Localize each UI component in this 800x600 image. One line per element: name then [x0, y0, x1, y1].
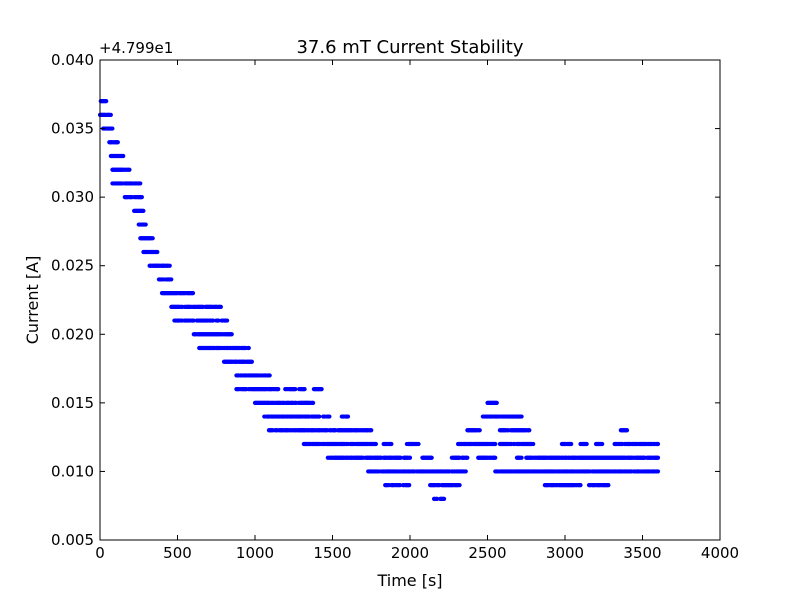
data-point [569, 441, 574, 447]
data-point [442, 496, 447, 501]
data-point [311, 400, 316, 405]
chart-title: 37.6 mT Current Stability [296, 37, 523, 58]
data-point [397, 483, 403, 488]
data-point [369, 428, 374, 433]
data-point [389, 441, 394, 447]
data-point [190, 291, 196, 296]
data-point [216, 318, 221, 323]
data-point [463, 469, 468, 474]
data-point [519, 414, 524, 419]
y-tick-label: 0.025 [51, 257, 94, 275]
y-axis-offset-text: +4.799e1 [99, 39, 173, 57]
data-point [110, 126, 115, 131]
data-point [138, 181, 143, 186]
data-point [121, 153, 126, 159]
data-point [108, 112, 113, 117]
y-tick-label: 0.030 [51, 188, 94, 206]
data-point [150, 236, 155, 241]
data-point [218, 304, 223, 309]
data-point [477, 428, 482, 433]
ticks: 0 500 1000 1500 2000 2500 3000 3500 4000 0.005 0.0… [51, 51, 739, 562]
data-point [229, 332, 234, 337]
data-point [493, 455, 498, 460]
x-tick-label: 4000 [701, 544, 739, 562]
x-tick-label: 2500 [468, 544, 506, 562]
data-point [584, 441, 589, 447]
data-point [624, 428, 630, 433]
x-tick-label: 3000 [546, 544, 584, 562]
data-point [600, 441, 605, 447]
data-point [293, 387, 298, 392]
data-point [429, 455, 434, 460]
x-axis-label: Time [s] [376, 571, 442, 590]
data-point [104, 99, 109, 104]
data-point [493, 441, 498, 447]
data-point [655, 455, 661, 460]
data-point [327, 414, 332, 419]
data-point [302, 387, 307, 392]
data-point [407, 483, 412, 488]
y-tick-label: 0.015 [51, 394, 94, 412]
data-point [655, 441, 661, 447]
data-point [519, 455, 524, 460]
data-point [578, 483, 583, 488]
data-point [249, 359, 254, 364]
data-point [435, 496, 440, 501]
data-point [225, 318, 230, 323]
data-point [155, 249, 160, 255]
y-axis-label: Current [A] [23, 256, 42, 345]
plot-area [97, 99, 661, 501]
data-point [115, 140, 120, 145]
data-point [141, 208, 146, 213]
data-point [345, 414, 351, 419]
data-point [319, 387, 324, 392]
x-tick-label: 1000 [236, 544, 274, 562]
data-point [373, 441, 378, 447]
data-point [317, 414, 322, 419]
y-tick-label: 0.040 [51, 51, 94, 69]
data-point [527, 428, 532, 433]
x-tick-label: 3500 [623, 544, 661, 562]
data-point [465, 455, 470, 460]
y-tick-label: 0.005 [51, 531, 94, 549]
x-tick-label: 500 [163, 544, 192, 562]
data-point [143, 222, 148, 227]
data-point [416, 441, 421, 447]
data-point [655, 469, 661, 474]
data-point [398, 455, 403, 460]
data-point [531, 441, 536, 447]
data-point [169, 277, 174, 282]
data-point [267, 373, 272, 378]
x-tick-label: 2000 [391, 544, 429, 562]
data-point [407, 455, 413, 460]
data-point [211, 318, 216, 323]
x-tick-label: 0 [95, 544, 105, 562]
data-point [457, 483, 462, 488]
y-tick-label: 0.020 [51, 325, 94, 343]
data-point [494, 400, 499, 405]
y-tick-label: 0.010 [51, 462, 94, 480]
data-point [127, 167, 132, 172]
x-tick-label: 1500 [313, 544, 351, 562]
data-point [191, 318, 196, 323]
data-point [276, 387, 281, 392]
y-tick-label: 0.035 [51, 120, 94, 138]
data-point [246, 345, 251, 351]
data-point [139, 195, 144, 200]
data-point [167, 263, 172, 268]
data-point [606, 483, 611, 488]
